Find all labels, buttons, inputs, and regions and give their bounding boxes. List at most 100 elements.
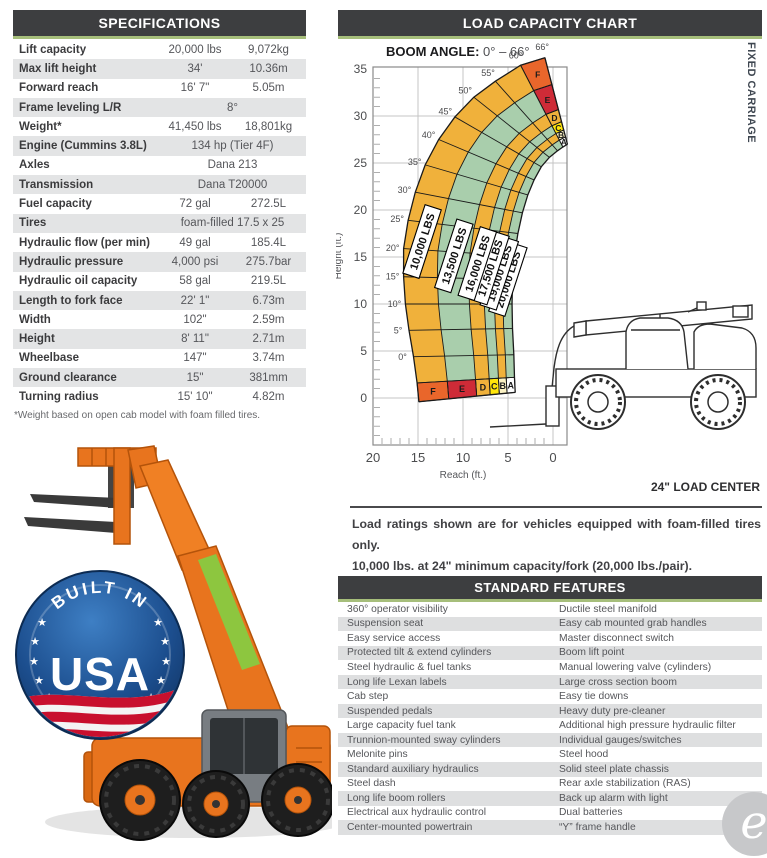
spec-row-label: Fuel capacity — [19, 198, 92, 211]
feature-row: Suspended pedals Heavy duty pre-cleaner — [338, 703, 762, 719]
boom-angle-tick-40: 40° — [422, 130, 436, 140]
feature-row: Trunnion-mounted sway cylinders Individua… — [338, 732, 762, 748]
spec-row-imperial-value: 58 gal — [179, 275, 211, 288]
spec-row-label: Width — [19, 313, 51, 326]
spec-row-metric-value: 9,072kg — [248, 43, 289, 56]
svg-text:★: ★ — [29, 656, 39, 668]
standard-features-table: 360° operator visibility Ductile steel ma… — [338, 602, 762, 835]
spec-row-metric-value: 2.71m — [252, 333, 285, 346]
spec-row: Hydraulic pressure 4,000 psi 275.7bar — [13, 252, 306, 272]
spec-row-label: Hydraulic pressure — [19, 255, 124, 268]
spec-row-imperial-value: 22' 1" — [180, 294, 210, 307]
zone-letter-A: A — [507, 380, 514, 390]
feature-item-right: Back up alarm with light — [559, 792, 668, 804]
xtreme-decal — [198, 554, 260, 670]
spec-row-label: Tires — [19, 217, 47, 230]
svg-text:★: ★ — [160, 636, 170, 648]
y-tick-25: 25 — [354, 156, 368, 170]
feature-item-right: Easy cab mounted grab handles — [559, 618, 707, 630]
feature-row: Electrical aux hydraulic control Dual bat… — [338, 806, 762, 821]
feature-item-left: Center-mounted powertrain — [347, 821, 473, 833]
e-logo-letter: e — [740, 795, 767, 849]
zone-letter-C: C — [491, 382, 498, 392]
feature-row: Center-mounted powertrain “Y” frame handl… — [338, 820, 762, 835]
spec-row-value: foam-filled 17.5 x 25 — [180, 217, 285, 230]
feature-item-right: Dual batteries — [559, 807, 623, 819]
x-tick-10: 10 — [456, 450, 470, 465]
y-tick-35: 35 — [354, 62, 368, 76]
y-tick-30: 30 — [354, 109, 368, 123]
feature-item-right: Individual gauges/switches — [559, 734, 682, 746]
spec-row: Height 8' 11" 2.71m — [13, 329, 306, 349]
y-tick-15: 15 — [354, 250, 368, 264]
x-axis-title: Reach (ft.) — [440, 470, 487, 481]
feature-item-right: “Y” frame handle — [559, 821, 636, 833]
spec-row: Engine (Cummins 3.8L) 134 hp (Tier 4F) — [13, 136, 306, 156]
capacity-band-A — [502, 136, 568, 394]
feature-item-right: Manual lowering valve (cylinders) — [559, 661, 712, 673]
standard-features-header: STANDARD FEATURES — [338, 576, 762, 602]
boom-angle-tick-15: 15° — [386, 271, 400, 281]
spec-row-label: Wheelbase — [19, 352, 80, 365]
spec-row-label: Hydraulic oil capacity — [19, 275, 138, 288]
feature-row: Easy service access Master disconnect swi… — [338, 631, 762, 646]
built-in-usa-badge: BUILT IN ★★ ★★ ★ ★★ ★★ ★ USA — [15, 570, 185, 740]
spec-row-label: Length to fork face — [19, 294, 123, 307]
feature-item-left: 360° operator visibility — [347, 603, 448, 615]
feature-item-left: Cab step — [347, 691, 389, 703]
spec-row-metric-value: 272.5L — [250, 198, 287, 211]
boom-angle-tick-25: 25° — [390, 214, 404, 224]
spec-row-label: Engine (Cummins 3.8L) — [19, 140, 147, 153]
zone-letter-D: D — [551, 113, 557, 123]
spec-row-label: Turning radius — [19, 390, 99, 403]
spec-row-metric-value: 18,801kg — [244, 120, 293, 133]
boom-angle-label: BOOM ANGLE: 0° – 66° — [386, 44, 530, 59]
spec-row-label: Weight* — [19, 120, 62, 133]
load-capacity-chart: AABBCCDDEEFF0°5°10°15°20°25°30°35°40°45°… — [336, 42, 757, 481]
spec-row: Wheelbase 147" 3.74m — [13, 349, 306, 368]
boom-angle-tick-66: 66° — [535, 42, 549, 52]
feature-item-left: Standard auxiliary hydraulics — [347, 763, 479, 775]
feature-row: Long life Lexan labels Large cross sectio… — [338, 674, 762, 690]
spec-row-imperial-value: 20,000 lbs — [168, 43, 222, 56]
feature-item-right: Easy tie downs — [559, 691, 629, 703]
zone-letter-F: F — [535, 70, 540, 80]
feature-item-right: Additional high pressure hydraulic filte… — [559, 720, 736, 732]
feature-item-left: Large capacity fuel tank — [347, 720, 456, 732]
spec-row-label: Max lift height — [19, 62, 97, 75]
fixed-carriage-label: FIXED CARRIAGE — [745, 42, 757, 144]
spec-row-label: Hydraulic flow (per min) — [19, 236, 150, 249]
spec-row-imperial-value: 102" — [183, 313, 207, 326]
boom-angle-tick-45: 45° — [439, 106, 453, 116]
boom-angle-tick-5: 5° — [394, 326, 403, 336]
feature-row: Standard auxiliary hydraulics Solid steel… — [338, 762, 762, 777]
spec-row: Hydraulic oil capacity 58 gal 219.5L — [13, 272, 306, 291]
feature-item-left: Steel dash — [347, 778, 396, 790]
wheels — [99, 759, 332, 841]
y-tick-0: 0 — [360, 391, 367, 405]
zone-letter-F: F — [430, 386, 436, 396]
ratings-note-line1: Load ratings shown are for vehicles equi… — [352, 517, 761, 552]
spec-row-imperial-value: 15' 10" — [177, 390, 213, 403]
spec-row-imperial-value: 16' 7" — [180, 82, 210, 95]
capacity-band-F — [403, 57, 552, 402]
capacity-band-B — [494, 129, 566, 394]
spec-row: Tires foam-filled 17.5 x 25 — [13, 213, 306, 233]
spec-row-metric-value: 275.7bar — [245, 255, 292, 268]
feature-item-left: Long life Lexan labels — [347, 676, 447, 688]
capacity-band-D — [468, 109, 562, 397]
spec-row-label: Lift capacity — [19, 43, 87, 56]
ratings-note: Load ratings shown are for vehicles equi… — [352, 514, 761, 577]
svg-text:★: ★ — [34, 675, 44, 687]
spec-row-value: Dana 213 — [207, 159, 258, 172]
spec-row-label: Axles — [19, 159, 50, 172]
boom-angle-tick-30: 30° — [398, 185, 412, 195]
spec-row-label: Frame leveling L/R — [19, 101, 122, 114]
feature-row: Long life boom rollers Back up alarm with… — [338, 791, 762, 806]
y-tick-5: 5 — [360, 344, 367, 358]
feature-item-right: Large cross section boom — [559, 676, 677, 688]
x-tick-0: 0 — [549, 450, 556, 465]
feature-item-right: Master disconnect switch — [559, 632, 675, 644]
spec-row-label: Height — [19, 333, 55, 346]
y-tick-20: 20 — [354, 203, 368, 217]
